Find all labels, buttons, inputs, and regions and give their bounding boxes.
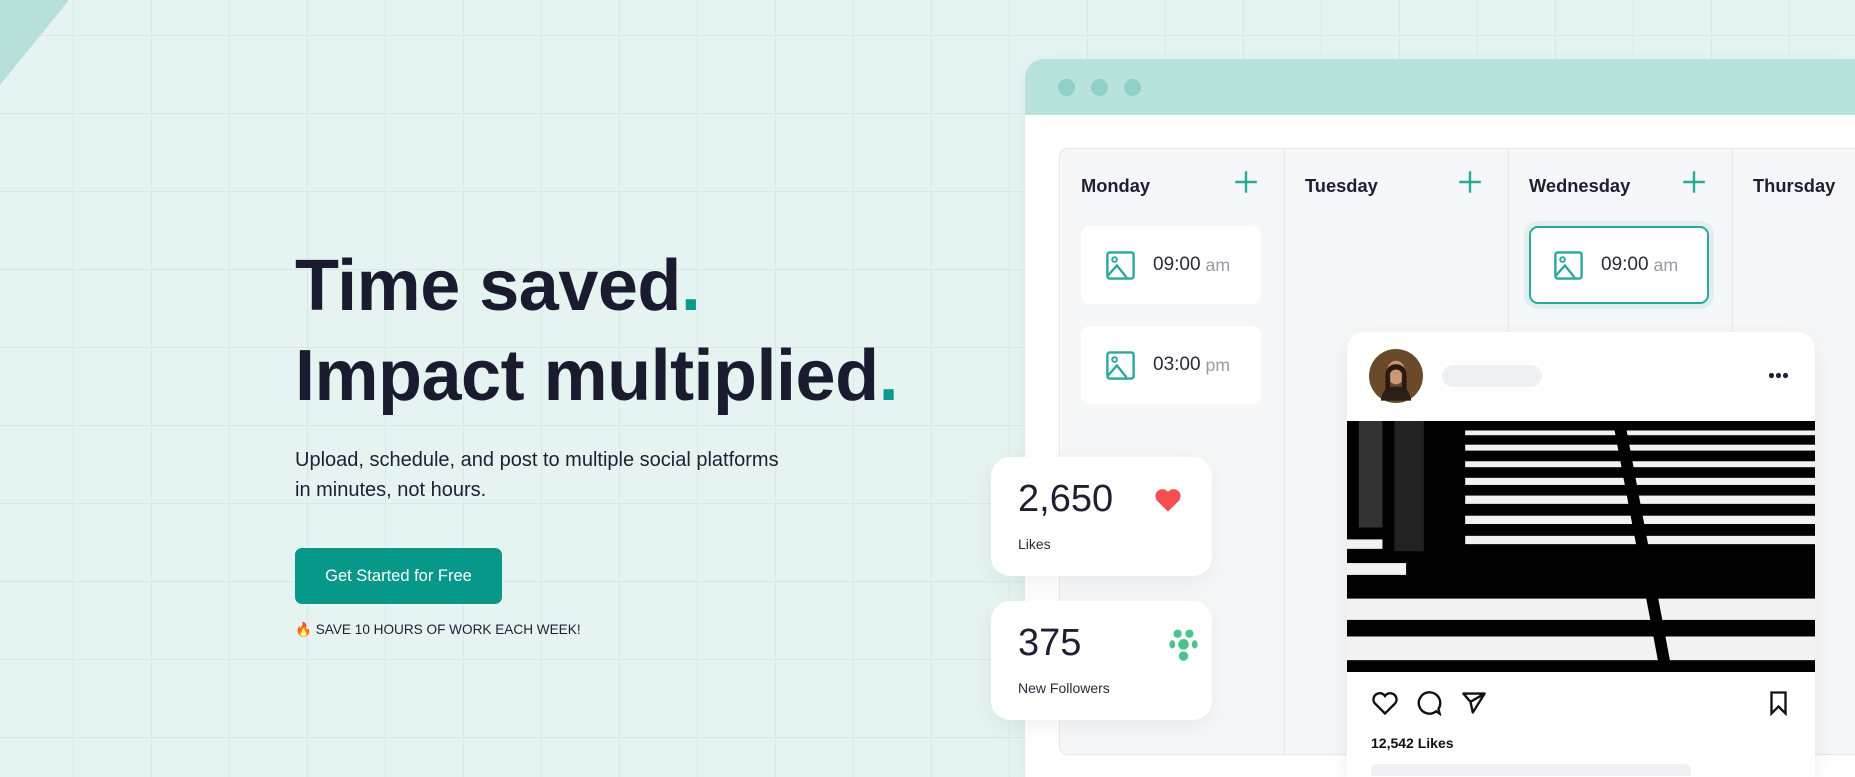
- caption-placeholder: [1371, 764, 1691, 776]
- day-column-monday: Monday 09:00 am 03:00 pm: [1060, 149, 1285, 754]
- more-options-icon[interactable]: [1768, 372, 1789, 379]
- day-label: Monday: [1081, 175, 1151, 196]
- title-text: Impact multiplied: [295, 336, 879, 416]
- window-titlebar: [1025, 59, 1855, 115]
- savings-note-text: SAVE 10 HOURS OF WORK EACH WEEK!: [315, 622, 581, 637]
- savings-note: 🔥 SAVE 10 HOURS OF WORK EACH WEEK!: [295, 622, 581, 638]
- slot-time: 09:00: [1601, 254, 1649, 275]
- comment-icon[interactable]: [1416, 690, 1442, 716]
- hero-title-line1: Time saved.: [295, 245, 701, 328]
- share-icon[interactable]: [1461, 691, 1487, 715]
- scheduled-slot-selected[interactable]: 09:00 am: [1529, 226, 1709, 304]
- social-post-preview: 12,542 Likes: [1347, 332, 1815, 777]
- likes-stat-card: 2,650 Likes: [991, 457, 1212, 576]
- post-image: [1347, 421, 1815, 672]
- plus-icon[interactable]: [1234, 170, 1258, 194]
- slot-ampm: am: [1653, 254, 1679, 275]
- day-label: Thursday: [1753, 175, 1836, 196]
- slot-time: 03:00: [1153, 354, 1201, 375]
- plus-icon[interactable]: [1458, 170, 1482, 194]
- followers-stat-card: 375 New Followers: [991, 601, 1212, 720]
- heart-icon: [1155, 489, 1181, 512]
- title-text: Time saved: [295, 246, 681, 326]
- slot-time: 09:00: [1153, 254, 1201, 275]
- stat-value: 2,650: [1018, 478, 1114, 520]
- followers-icon: [1169, 629, 1198, 661]
- post-likes-count: 12,542 Likes: [1371, 735, 1454, 751]
- plus-icon[interactable]: [1682, 170, 1706, 194]
- slot-ampm: pm: [1205, 354, 1231, 375]
- title-dot: .: [680, 246, 701, 326]
- username-placeholder: [1442, 365, 1542, 387]
- bookmark-icon[interactable]: [1768, 690, 1789, 716]
- stat-label: Likes: [1018, 536, 1051, 552]
- scheduled-slot[interactable]: 09:00 am: [1081, 226, 1261, 304]
- image-icon: [1106, 250, 1135, 280]
- scheduled-slot[interactable]: 03:00 pm: [1081, 326, 1261, 404]
- window-dot-icon: [1058, 79, 1075, 96]
- day-column-thursday: Thursday: [1732, 149, 1855, 754]
- image-icon: [1554, 250, 1583, 280]
- hero-subtitle: Upload, schedule, and post to multiple s…: [295, 449, 779, 501]
- stat-value: 375: [1018, 622, 1082, 664]
- like-icon[interactable]: [1371, 690, 1399, 716]
- fire-icon: 🔥: [295, 622, 312, 637]
- window-dot-icon: [1091, 79, 1108, 96]
- stat-label: New Followers: [1018, 680, 1110, 696]
- hero-title-line2: Impact multiplied.: [295, 335, 899, 418]
- title-dot: .: [878, 336, 899, 416]
- image-icon: [1106, 350, 1135, 380]
- day-label: Tuesday: [1305, 175, 1378, 196]
- day-column-wednesday: Wednesday 09:00 am: [1508, 149, 1733, 754]
- get-started-button[interactable]: Get Started for Free: [295, 548, 502, 604]
- window-dot-icon: [1124, 79, 1141, 96]
- corner-decoration: [0, 0, 69, 85]
- day-label: Wednesday: [1529, 175, 1631, 196]
- slot-ampm: am: [1205, 254, 1231, 275]
- avatar: [1369, 349, 1423, 403]
